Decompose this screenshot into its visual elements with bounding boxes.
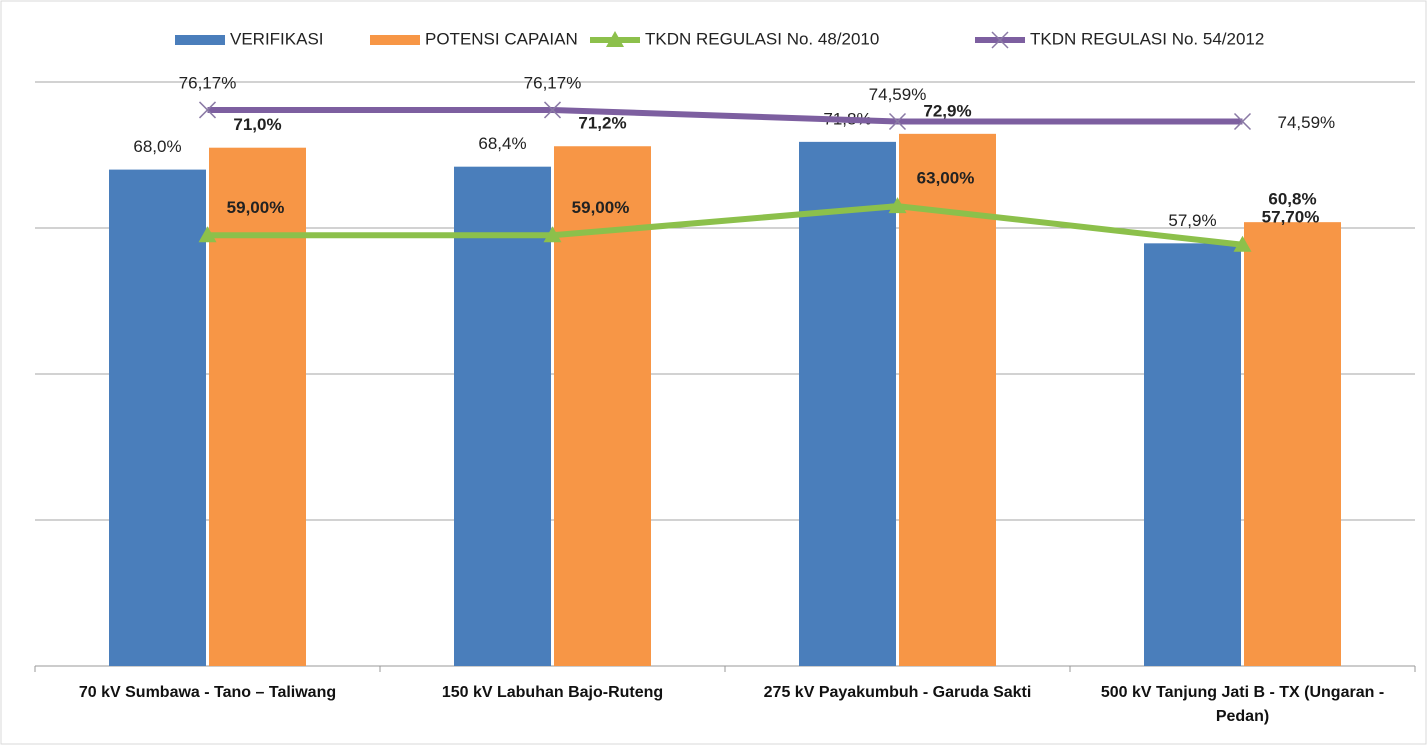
data-label: 68,0%: [133, 137, 181, 156]
bar: [454, 166, 551, 666]
line-marker: [198, 101, 217, 119]
line: [207, 106, 1243, 125]
x-tick-label: 70 kV Sumbawa - Tano – Taliwang: [78, 684, 337, 701]
legend-swatch: [370, 35, 420, 45]
x-tick-label: 275 kV Payakumbuh - Garuda Sakti: [763, 684, 1032, 701]
x-tick-label: 150 kV Labuhan Bajo-Ruteng: [441, 684, 664, 701]
data-label: 74,59%: [869, 85, 927, 104]
data-label: 71,2%: [578, 114, 626, 133]
legend-swatch: [175, 35, 225, 45]
bar: [799, 141, 896, 667]
bar: [554, 146, 651, 667]
legend-label: TKDN REGULASI No. 48/2010: [645, 29, 879, 48]
legend-marker: [606, 31, 624, 47]
line-marker: [888, 112, 907, 131]
data-label: 74,59%: [1278, 113, 1336, 132]
bar: [899, 133, 996, 666]
data-label: 76,17%: [524, 73, 582, 92]
line-marker: [888, 197, 907, 214]
data-label: 59,00%: [572, 198, 630, 217]
legend-marker: [991, 31, 1009, 49]
data-label: 72,9%: [923, 101, 971, 120]
line-marker: [198, 226, 217, 243]
bar: [109, 169, 206, 666]
legend-label: VERIFIKASI: [230, 29, 324, 48]
legend-label: TKDN REGULASI No. 54/2012: [1030, 29, 1264, 48]
data-label: 59,00%: [227, 198, 285, 217]
x-tick-label: 500 kV Tanjung Jati B - TX (Ungaran - Pe…: [1100, 684, 1385, 725]
bar: [1244, 222, 1341, 666]
data-label: 57,70%: [1262, 207, 1320, 226]
data-label: 76,17%: [179, 73, 237, 92]
data-label: 68,4%: [478, 134, 526, 153]
bar: [209, 147, 306, 666]
data-label: 60,8%: [1268, 190, 1316, 209]
line: [207, 203, 1243, 248]
line-marker: [1233, 112, 1252, 131]
bar: [1144, 243, 1241, 666]
line-marker: [1233, 235, 1252, 252]
data-label: 57,9%: [1168, 211, 1216, 230]
legend-label: POTENSI CAPAIAN: [425, 29, 578, 48]
data-label: 63,00%: [917, 169, 975, 188]
line-marker: [543, 101, 562, 119]
data-label: 71,0%: [233, 115, 281, 134]
line-marker: [543, 226, 562, 243]
